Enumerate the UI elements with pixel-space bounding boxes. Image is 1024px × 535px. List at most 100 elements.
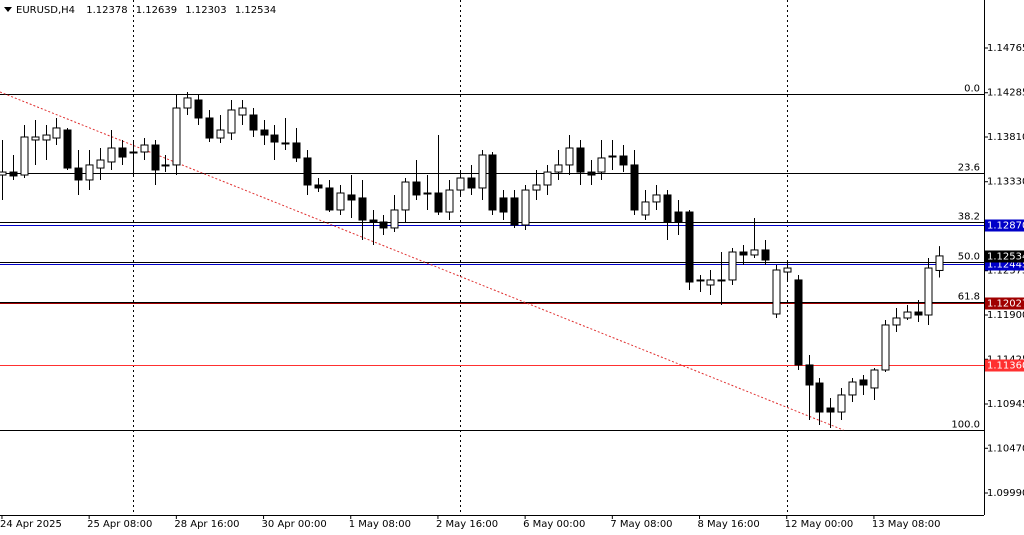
candle-body [85, 164, 94, 181]
candle-body [783, 267, 792, 273]
candle-body [347, 194, 356, 201]
fib-label: 100.0 [951, 420, 980, 431]
candle-body [423, 192, 432, 195]
levels-layer: 0.0 23.6 38.2 50.0 61.8 100.0 [0, 84, 984, 431]
candle-body [412, 181, 421, 196]
candle-body [314, 184, 323, 189]
candle-body [696, 279, 705, 282]
symbol-title: EURUSD,H4 [16, 5, 75, 16]
candles-layer [0, 91, 944, 428]
price-tag-label: 1.12445 [987, 260, 1024, 271]
candle-body [532, 184, 541, 191]
candle-body [805, 364, 814, 386]
candle-body [619, 155, 628, 166]
y-tick-label: 1.14285 [987, 88, 1024, 99]
candle-body [434, 192, 443, 213]
candle-body [870, 369, 879, 389]
header: EURUSD,H4 1.12378 1.12639 1.12303 1.1253… [16, 5, 276, 16]
y-tick-label: 1.13810 [987, 132, 1024, 143]
candle-body [358, 197, 367, 221]
candle-body [379, 221, 388, 229]
fib-label: 23.6 [958, 163, 980, 174]
candle-body [794, 279, 803, 366]
candle-body [183, 97, 192, 109]
candle-body [837, 394, 846, 413]
y-tick-label: 1.10945 [987, 399, 1024, 410]
y-tick-label: 1.11900 [987, 310, 1024, 321]
candle-body [96, 159, 105, 169]
menu-arrow[interactable] [4, 7, 12, 12]
candle-body [859, 379, 868, 386]
price-tag [985, 219, 1024, 232]
candle-body [587, 171, 596, 176]
y-tick-label: 1.14765 [987, 43, 1024, 54]
current-price-tag [985, 250, 1024, 263]
price-tag-label: 1.12870 [987, 221, 1024, 232]
candle-body [194, 99, 203, 119]
close-value: 1.12534 [235, 5, 276, 16]
current-price-label: 1.12534 [987, 252, 1024, 263]
x-tick-label: 6 May 00:00 [523, 519, 585, 530]
fib-label: 0.0 [964, 84, 980, 95]
candle-body [325, 187, 334, 211]
candle-body [238, 107, 247, 116]
y-tick-label: 1.09990 [987, 488, 1024, 499]
candle-body [728, 251, 737, 281]
x-tick-label: 2 May 16:00 [436, 519, 498, 530]
candle-body [270, 134, 279, 143]
candle-body [761, 249, 770, 261]
candle-body [543, 171, 552, 186]
trendline [0, 91, 844, 431]
fib-label: 38.2 [958, 212, 980, 223]
candle-body [369, 219, 378, 223]
candle-body [249, 114, 258, 131]
candle-body [205, 117, 214, 139]
x-tick-label: 13 May 08:00 [872, 519, 941, 530]
price-tag [985, 297, 1024, 310]
candle-body [510, 197, 519, 226]
candle-body [914, 311, 923, 316]
candle-body [118, 147, 127, 158]
candle-body [488, 154, 497, 211]
x-tick-label: 1 May 08:00 [349, 519, 411, 530]
y-tick-label: 1.10470 [987, 443, 1024, 454]
x-tick-label: 8 May 16:00 [698, 519, 760, 530]
candle-body [608, 155, 617, 158]
candle-body [467, 177, 476, 189]
candle-body [499, 197, 508, 213]
candle-body [565, 147, 574, 166]
x-tick-label: 24 Apr 2025 [0, 519, 62, 530]
high-value: 1.12639 [136, 5, 177, 16]
candle-body [826, 407, 835, 413]
candle-body [739, 251, 748, 256]
candle-body [685, 211, 694, 283]
candle-body [216, 129, 225, 139]
candle-body [107, 147, 116, 163]
candle-body [924, 267, 933, 316]
candle-body [935, 255, 944, 271]
candle-body [172, 107, 181, 166]
grid-layer [133, 0, 788, 515]
price-tag-label: 1.11360 [987, 361, 1024, 372]
candle-body [772, 269, 781, 315]
x-tick-label: 28 Apr 16:00 [174, 519, 239, 530]
candle-body [521, 189, 530, 226]
candle-body [652, 194, 661, 203]
candle-body [576, 147, 585, 173]
candle-body [815, 382, 824, 413]
axis-layer: 24 Apr 2025 25 Apr 08:00 28 Apr 16:00 30 Ap… [0, 43, 1024, 530]
candle-body [903, 311, 912, 319]
price-tag [985, 359, 1024, 372]
candle-body [161, 164, 170, 167]
candle-body [663, 194, 672, 223]
candle-body [881, 324, 890, 371]
candle-body [401, 181, 410, 211]
candle-body [390, 209, 399, 229]
candle-body [717, 279, 726, 282]
candle-body [848, 381, 857, 396]
fib-label: 50.0 [958, 252, 980, 263]
candle-body [336, 192, 345, 211]
candle-body [706, 279, 715, 286]
open-value: 1.12378 [86, 5, 127, 16]
